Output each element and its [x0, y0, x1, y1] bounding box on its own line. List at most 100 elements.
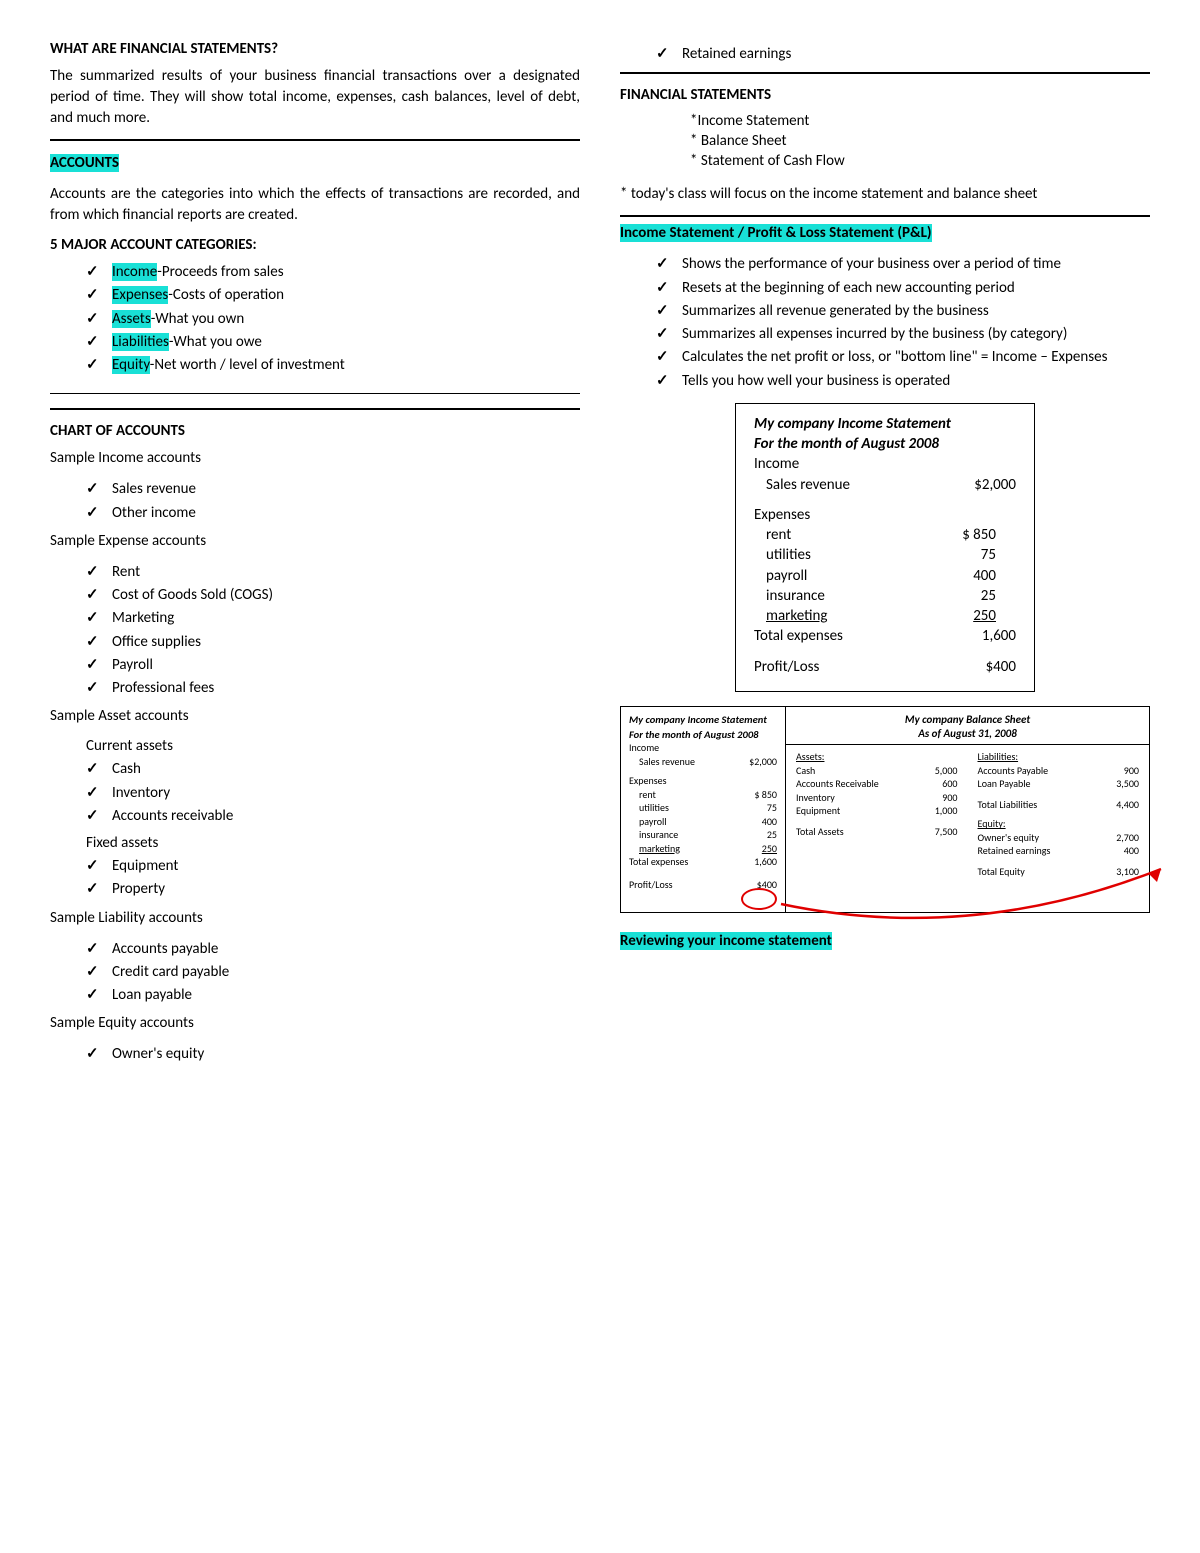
reviewing-heading: Reviewing your income statement [620, 931, 1150, 952]
list-item: Marketing [86, 608, 580, 628]
mini-balance-sheet: My company Balance Sheet As of August 31… [786, 707, 1149, 912]
table-row: Inventory900 [796, 792, 958, 805]
divider [50, 408, 580, 410]
expense-row: insurance25 [754, 586, 1016, 606]
stmt-expenses-label: Expenses [754, 505, 1016, 525]
heading-5-major: 5 MAJOR ACCOUNT CATEGORIES: [50, 236, 580, 254]
row-label: payroll [629, 816, 739, 829]
current-assets-list: Cash Inventory Accounts receivable [50, 759, 580, 826]
row-value: $ 850 [739, 789, 777, 802]
list-item: Liabilities-What you owe [86, 332, 580, 352]
sample-income-list: Sales revenueOther income [50, 479, 580, 523]
mini-sales-revenue-value: $2,000 [739, 756, 777, 769]
table-row: Accounts Payable900 [978, 765, 1140, 778]
stmt-profit-loss-label: Profit/Loss [754, 657, 931, 677]
stmt-marketing-label: marketing [754, 606, 946, 626]
list-item: Office supplies [86, 632, 580, 652]
row-label: Inventory [796, 792, 920, 805]
category-term: Income [112, 263, 157, 281]
list-item: Equity-Net worth / level of investment [86, 355, 580, 375]
expense-row: payroll400 [754, 566, 1016, 586]
mini-bs-title-1: My company Balance Sheet [786, 713, 1149, 727]
list-item: Professional fees [86, 678, 580, 698]
row-value: 2,700 [1101, 832, 1139, 845]
expense-row: utilities75 [754, 545, 1016, 565]
list-item: Assets-What you own [86, 309, 580, 329]
list-item: Shows the performance of your business o… [656, 254, 1150, 274]
row-label: insurance [629, 829, 739, 842]
sample-asset-heading: Sample Asset accounts [50, 706, 580, 727]
table-row: Equipment1,000 [796, 805, 958, 818]
sample-equity-list: Owner's equity [50, 1044, 580, 1064]
expense-value: $ 850 [946, 525, 996, 545]
row-value: 400 [739, 816, 777, 829]
financial-statements-list: *Income Statement* Balance Sheet* Statem… [690, 112, 1150, 170]
list-item: Cost of Goods Sold (COGS) [86, 585, 580, 605]
table-row: Loan Payable3,500 [978, 778, 1140, 791]
row-label: Retained earnings [978, 845, 1102, 858]
mini-total-equity-value: 3,100 [1101, 866, 1139, 879]
expense-label: utilities [754, 545, 946, 565]
mini-total-liabilities-label: Total Liabilities [978, 799, 1102, 812]
reviewing-label: Reviewing your income statement [620, 932, 832, 950]
category-term: Equity [112, 356, 150, 374]
row-value: 5,000 [920, 765, 958, 778]
row-label: utilities [629, 802, 739, 815]
list-item: Summarizes all expenses incurred by the … [656, 324, 1150, 344]
mini-sales-revenue-label: Sales revenue [629, 756, 739, 769]
expense-value: 75 [946, 545, 996, 565]
expense-row: rent$ 850 [754, 525, 1016, 545]
stmt-total-expenses-value: 1,600 [946, 626, 1016, 646]
divider [50, 393, 580, 394]
list-item: Cash [86, 759, 580, 779]
row-value: 25 [739, 829, 777, 842]
list-item: Expenses-Costs of operation [86, 285, 580, 305]
list-item: Other income [86, 503, 580, 523]
row-label: Cash [796, 765, 920, 778]
list-item: Accounts receivable [86, 806, 580, 826]
accounts-heading: ACCOUNTS [50, 153, 580, 174]
sample-equity-heading: Sample Equity accounts [50, 1013, 580, 1034]
stmt-title-1: My company Income Statement [754, 414, 1016, 434]
stmt-title-2: For the month of August 2008 [754, 434, 1016, 454]
income-statement-label: Income Statement / Profit & Loss Stateme… [620, 224, 932, 242]
table-row: Accounts Receivable600 [796, 778, 958, 791]
table-row: rent$ 850 [629, 789, 777, 802]
expense-value: 400 [946, 566, 996, 586]
mini-total-liabilities-value: 4,400 [1101, 799, 1139, 812]
list-item: Tells you how well your business is oper… [656, 371, 1150, 391]
category-term: Assets [112, 310, 151, 328]
mini-bs-title-2: As of August 31, 2008 [786, 727, 1149, 741]
row-value: 900 [920, 792, 958, 805]
sample-liability-list: Accounts payableCredit card payableLoan … [50, 939, 580, 1006]
mini-expenses-label: Expenses [629, 775, 777, 788]
fixed-assets-list: EquipmentProperty [50, 856, 580, 900]
account-categories-list: Income-Proceeds from sales Expenses-Costs… [50, 262, 580, 375]
stmt-income-label: Income [754, 454, 1016, 474]
table-row: utilities75 [629, 802, 777, 815]
income-and-balance-example: My company Income Statement For the mont… [620, 706, 1150, 913]
row-value: 75 [739, 802, 777, 815]
mini-total-assets-value: 7,500 [920, 826, 958, 839]
list-item: Resets at the beginning of each new acco… [656, 278, 1150, 298]
mini-total-equity-label: Total Equity [978, 866, 1102, 879]
list-item: Rent [86, 562, 580, 582]
table-row: payroll400 [629, 816, 777, 829]
equity-carryover-list: Retained earnings [620, 44, 1150, 64]
table-row: insurance25 [629, 829, 777, 842]
category-term: Expenses [112, 286, 168, 304]
mini-income-label: Income [629, 742, 777, 755]
list-item: Payroll [86, 655, 580, 675]
sample-expense-heading: Sample Expense accounts [50, 531, 580, 552]
stmt-profit-loss-value: $400 [931, 657, 1016, 677]
row-value: 400 [1101, 845, 1139, 858]
row-label: Loan Payable [978, 778, 1102, 791]
list-item: Inventory [86, 783, 580, 803]
current-assets-subhead: Current assets [86, 737, 580, 755]
mini-is-title-1: My company Income Statement [629, 713, 777, 726]
heading-chart-of-accounts: CHART OF ACCOUNTS [50, 422, 580, 440]
list-item: Accounts payable [86, 939, 580, 959]
fixed-assets-subhead: Fixed assets [86, 834, 580, 852]
category-term: Liabilities [112, 333, 169, 351]
list-item: Income-Proceeds from sales [86, 262, 580, 282]
